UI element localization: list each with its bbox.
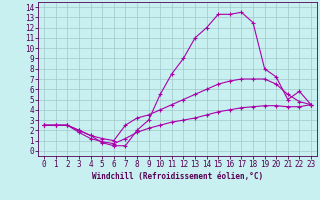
X-axis label: Windchill (Refroidissement éolien,°C): Windchill (Refroidissement éolien,°C) xyxy=(92,172,263,181)
